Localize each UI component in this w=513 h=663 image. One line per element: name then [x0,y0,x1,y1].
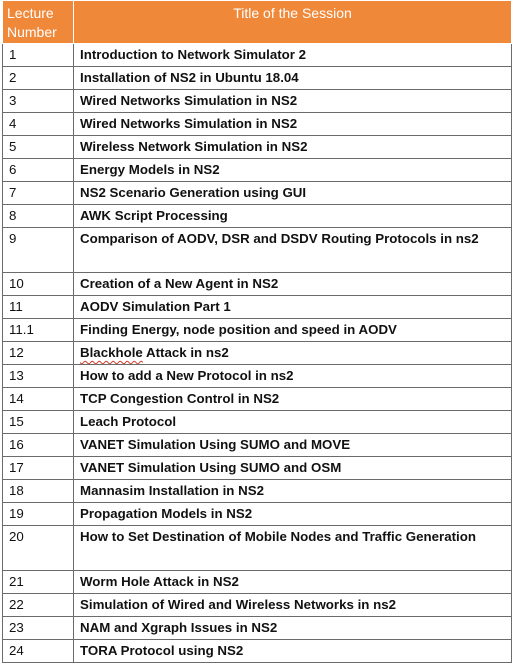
session-title: TCP Congestion Control in NS2 [73,387,512,411]
table-row: 11 AODV Simulation Part 1 [2,295,512,319]
session-title: Mannasim Installation in NS2 [73,479,512,503]
table-row: 11.1 Finding Energy, node position and s… [2,318,512,342]
session-title: VANET Simulation Using SUMO and MOVE [73,433,512,457]
lecture-number: 21 [2,570,74,594]
table-header-row: Lecture Number Title of the Session [2,0,512,44]
lecture-number: 16 [2,433,74,457]
session-title: Comparison of AODV, DSR and DSDV Routing… [73,227,512,273]
table-row: 18 Mannasim Installation in NS2 [2,479,512,503]
lecture-number: 5 [2,135,74,159]
table-row: 24 TORA Protocol using NS2 [2,639,512,663]
table-row: 7 NS2 Scenario Generation using GUI [2,181,512,205]
session-title: Blackhole Attack in ns2 [73,341,512,365]
session-title: TORA Protocol using NS2 [73,639,512,663]
session-title: Energy Models in NS2 [73,158,512,182]
lecture-number: 2 [2,66,74,90]
table-row: 12 Blackhole Attack in ns2 [2,341,512,365]
session-title: Creation of a New Agent in NS2 [73,272,512,296]
lecture-number: 11.1 [2,318,74,342]
session-title: Worm Hole Attack in NS2 [73,570,512,594]
session-title: NS2 Scenario Generation using GUI [73,181,512,205]
table-row: 4 Wired Networks Simulation in NS2 [2,112,512,136]
table-row: 13 How to add a New Protocol in ns2 [2,364,512,388]
session-title: Finding Energy, node position and speed … [73,318,512,342]
lecture-number: 24 [2,639,74,663]
session-title: Installation of NS2 in Ubuntu 18.04 [73,66,512,90]
lecture-number: 22 [2,593,74,617]
table-row: 9 Comparison of AODV, DSR and DSDV Routi… [2,227,512,273]
session-title: AWK Script Processing [73,204,512,228]
session-title: AODV Simulation Part 1 [73,295,512,319]
lecture-number: 20 [2,525,74,571]
table-row: 5 Wireless Network Simulation in NS2 [2,135,512,159]
session-title: Propagation Models in NS2 [73,502,512,526]
table-row: 17 VANET Simulation Using SUMO and OSM [2,456,512,480]
table-row: 15 Leach Protocol [2,410,512,434]
table-row: 8 AWK Script Processing [2,204,512,228]
table-row: 16 VANET Simulation Using SUMO and MOVE [2,433,512,457]
lecture-number: 10 [2,272,74,296]
table-row: 3 Wired Networks Simulation in NS2 [2,89,512,113]
table-row: 2 Installation of NS2 in Ubuntu 18.04 [2,66,512,90]
session-title: How to Set Destination of Mobile Nodes a… [73,525,512,571]
lecture-number: 14 [2,387,74,411]
session-title: Wired Networks Simulation in NS2 [73,112,512,136]
lecture-number: 11 [2,295,74,319]
header-lecture-number: Lecture Number [2,0,74,44]
lecture-number: 23 [2,616,74,640]
table-row: 23 NAM and Xgraph Issues in NS2 [2,616,512,640]
session-title: Simulation of Wired and Wireless Network… [73,593,512,617]
lecture-number: 9 [2,227,74,273]
lecture-number: 4 [2,112,74,136]
table-row: 6 Energy Models in NS2 [2,158,512,182]
session-title: NAM and Xgraph Issues in NS2 [73,616,512,640]
lecture-number: 8 [2,204,74,228]
table-row: 20 How to Set Destination of Mobile Node… [2,525,512,571]
lecture-number: 7 [2,181,74,205]
table-row: 21 Worm Hole Attack in NS2 [2,570,512,594]
lecture-number: 18 [2,479,74,503]
lecture-number: 6 [2,158,74,182]
session-title: How to add a New Protocol in ns2 [73,364,512,388]
table-row: 1 Introduction to Network Simulator 2 [2,43,512,67]
session-title: Wired Networks Simulation in NS2 [73,89,512,113]
lecture-number: 19 [2,502,74,526]
lecture-number: 3 [2,89,74,113]
lecture-number: 1 [2,43,74,67]
table-row: 10 Creation of a New Agent in NS2 [2,272,512,296]
lecture-number: 13 [2,364,74,388]
table-row: 22 Simulation of Wired and Wireless Netw… [2,593,512,617]
session-title: Leach Protocol [73,410,512,434]
session-title: Wireless Network Simulation in NS2 [73,135,512,159]
table-row: 14 TCP Congestion Control in NS2 [2,387,512,411]
lecture-number: 17 [2,456,74,480]
header-session-title: Title of the Session [73,0,512,44]
lecture-number: 12 [2,341,74,365]
spellcheck-word: Blackhole [80,345,143,360]
session-title: Introduction to Network Simulator 2 [73,43,512,67]
table-row: 19 Propagation Models in NS2 [2,502,512,526]
session-title: VANET Simulation Using SUMO and OSM [73,456,512,480]
lecture-number: 15 [2,410,74,434]
